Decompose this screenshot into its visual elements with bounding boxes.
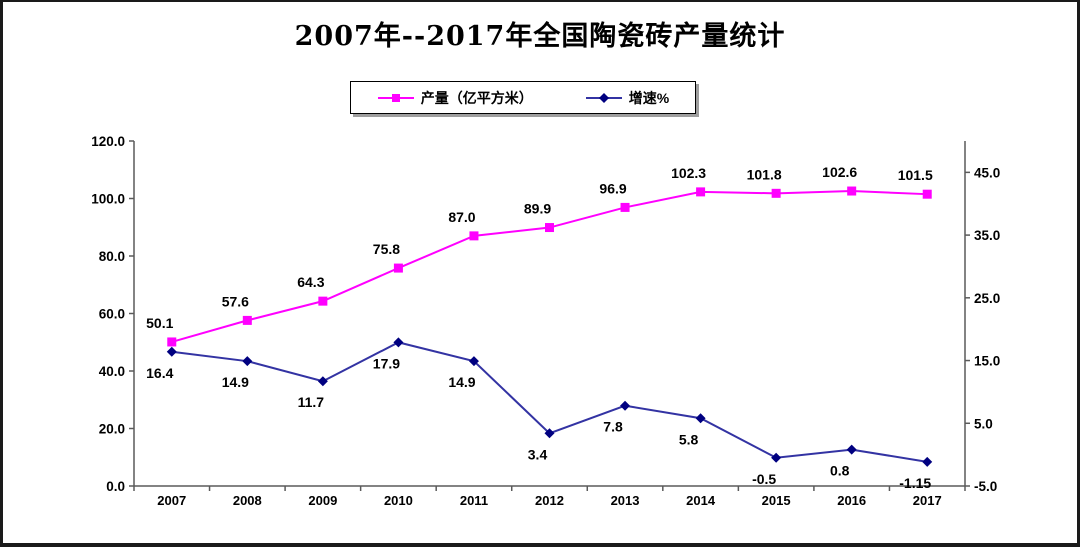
growth-marker-2017: [922, 456, 933, 467]
x-axis-category-label: 2015: [762, 493, 791, 508]
legend-item-production: 产量（亿平方米）: [377, 88, 533, 108]
growth-marker-2016: [846, 444, 857, 455]
right-axis-tick-label: 25.0: [974, 291, 1000, 306]
growth-data-label-2013: 7.8: [603, 419, 623, 435]
production-marker-2011: [469, 231, 479, 241]
x-axis-category-label: 2013: [611, 493, 640, 508]
growth-line-diamond-icon: [585, 92, 622, 103]
x-axis-category-label: 2016: [837, 493, 866, 508]
production-marker-2017: [922, 189, 932, 199]
production-data-label-2015: 101.8: [747, 166, 782, 182]
growth-data-label-2016: 0.8: [830, 463, 850, 479]
x-axis-category-label: 2009: [308, 493, 337, 508]
growth-data-label-2012: 3.4: [528, 446, 548, 462]
growth-marker-2008: [242, 356, 253, 367]
growth-data-label-2014: 5.8: [679, 431, 699, 447]
chart-title: 2007年--2017年全国陶瓷砖产量统计: [294, 21, 786, 52]
production-marker-2012: [545, 223, 554, 233]
growth-data-label-2010: 17.9: [373, 355, 400, 371]
production-marker-2015: [771, 188, 781, 198]
production-marker-2007: [167, 337, 177, 347]
left-axis-tick-label: 60.0: [99, 307, 125, 322]
production-marker-2009: [318, 296, 328, 306]
production-data-label-2013: 96.9: [599, 180, 626, 196]
growth-marker-2007: [166, 346, 177, 357]
left-axis-tick-label: 20.0: [99, 422, 125, 437]
growth-series-line: [171, 341, 928, 463]
production-data-label-2016: 102.6: [822, 164, 857, 180]
growth-marker-2015: [771, 452, 782, 463]
production-marker-2013: [620, 202, 630, 212]
legend-label-growth: 增速%: [628, 89, 670, 106]
x-axis-category-label: 2007: [157, 493, 186, 508]
production-marker-2008: [242, 315, 252, 325]
production-data-label-2014: 102.3: [671, 165, 706, 181]
growth-data-label-2015: -0.5: [752, 471, 776, 487]
x-axis-category-label: 2010: [384, 493, 413, 508]
chart-legend: 产量（亿平方米） 增速%: [350, 81, 696, 114]
left-axis-tick-label: 100.0: [91, 192, 125, 207]
growth-marker-2014: [695, 413, 706, 424]
growth-data-label-2011: 14.9: [448, 374, 475, 390]
left-axis-tick-label: 0.0: [106, 479, 125, 494]
production-data-label-2011: 87.0: [448, 209, 475, 225]
right-axis-tick-label: 5.0: [974, 416, 993, 431]
growth-data-label-2008: 14.9: [222, 374, 249, 390]
growth-marker-2011: [468, 356, 479, 367]
legend-label-production: 产量（亿平方米）: [420, 89, 533, 106]
production-data-label-2010: 75.8: [373, 241, 400, 257]
growth-marker-2009: [317, 376, 328, 387]
growth-marker-2010: [393, 337, 404, 348]
x-axis-category-label: 2014: [686, 493, 716, 508]
plot-area: 0.0 20.0 40.0 60.0 80.0 100.0 120.0 -5.0 5.0 15.0…: [91, 134, 1000, 508]
legend-item-growth: 增速%: [585, 88, 669, 108]
production-data-label-2017: 101.5: [898, 167, 933, 183]
right-axis-tick-label: 45.0: [974, 165, 1000, 180]
left-axis-tick-label: 40.0: [99, 364, 125, 379]
production-data-label-2009: 64.3: [297, 274, 324, 290]
production-marker-2010: [393, 263, 403, 273]
left-axis-tick-label: 80.0: [99, 249, 125, 264]
growth-marker-2012: [544, 428, 555, 439]
x-axis-category-label: 2017: [913, 493, 942, 508]
x-axis-category-label: 2012: [535, 493, 564, 508]
production-line-square-icon: [377, 93, 414, 102]
x-axis-category-label: 2008: [233, 493, 262, 508]
growth-data-label-2009: 11.7: [298, 394, 325, 410]
growth-marker-2013: [620, 400, 631, 411]
production-data-label-2007: 50.1: [146, 315, 173, 331]
growth-data-label-2007: 16.4: [146, 365, 173, 381]
production-marker-2016: [847, 186, 857, 196]
right-axis-tick-label: 35.0: [974, 228, 1000, 243]
production-marker-2014: [696, 187, 706, 197]
production-data-label-2008: 57.6: [222, 293, 249, 309]
right-axis-tick-label: -5.0: [974, 479, 997, 494]
right-axis-tick-label: 15.0: [974, 354, 1000, 369]
x-axis-category-label: 2011: [460, 493, 488, 508]
left-axis-tick-label: 120.0: [91, 134, 125, 149]
production-data-label-2012: 89.9: [524, 201, 551, 217]
growth-data-label-2017: -1.15: [899, 475, 931, 491]
